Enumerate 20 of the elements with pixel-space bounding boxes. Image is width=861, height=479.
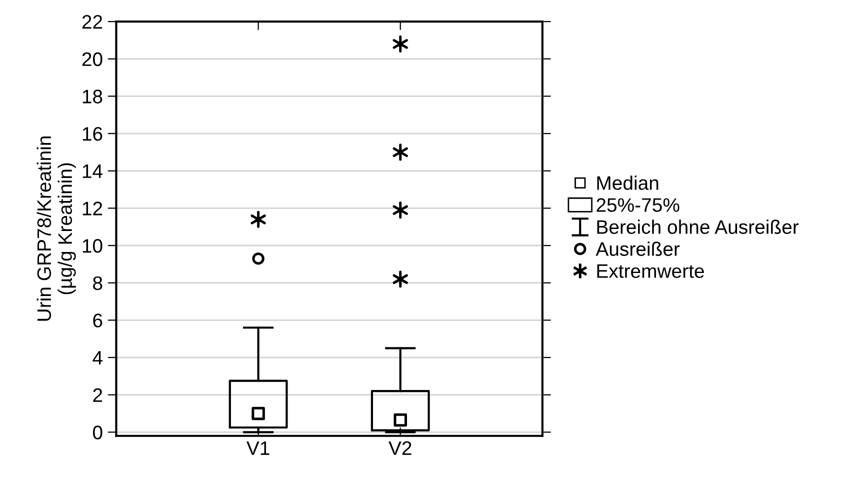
y-axis-title: Urin GRP78/Kreatinin (µg/g Kreatinin) (36, 136, 76, 321)
y-tick-label: 22 (82, 15, 102, 29)
y-tick-label: 14 (82, 164, 102, 178)
y-tick-label: 12 (82, 202, 102, 216)
x-tick-label: V1 (246, 441, 270, 455)
legend-label: Ausreißer (596, 242, 680, 256)
y-tick-label: 20 (82, 52, 102, 66)
y-tick-label: 8 (93, 276, 102, 290)
text: Bereich ohne Ausreißer (597, 220, 799, 234)
text: 25%-75% (596, 198, 680, 212)
legend-label: Extremwerte (597, 264, 704, 278)
x-tick-label: V2 (388, 441, 412, 455)
y-tick-label: 2 (93, 388, 102, 402)
y-tick-label: 18 (82, 90, 102, 104)
y-tick-label: 4 (92, 351, 102, 365)
y-tick-label: 16 (82, 127, 102, 141)
y-tick-label: 6 (93, 314, 102, 328)
y-tick-label: 10 (82, 238, 102, 253)
y-tick-label: 0 (92, 426, 102, 440)
text: Median (597, 176, 658, 190)
